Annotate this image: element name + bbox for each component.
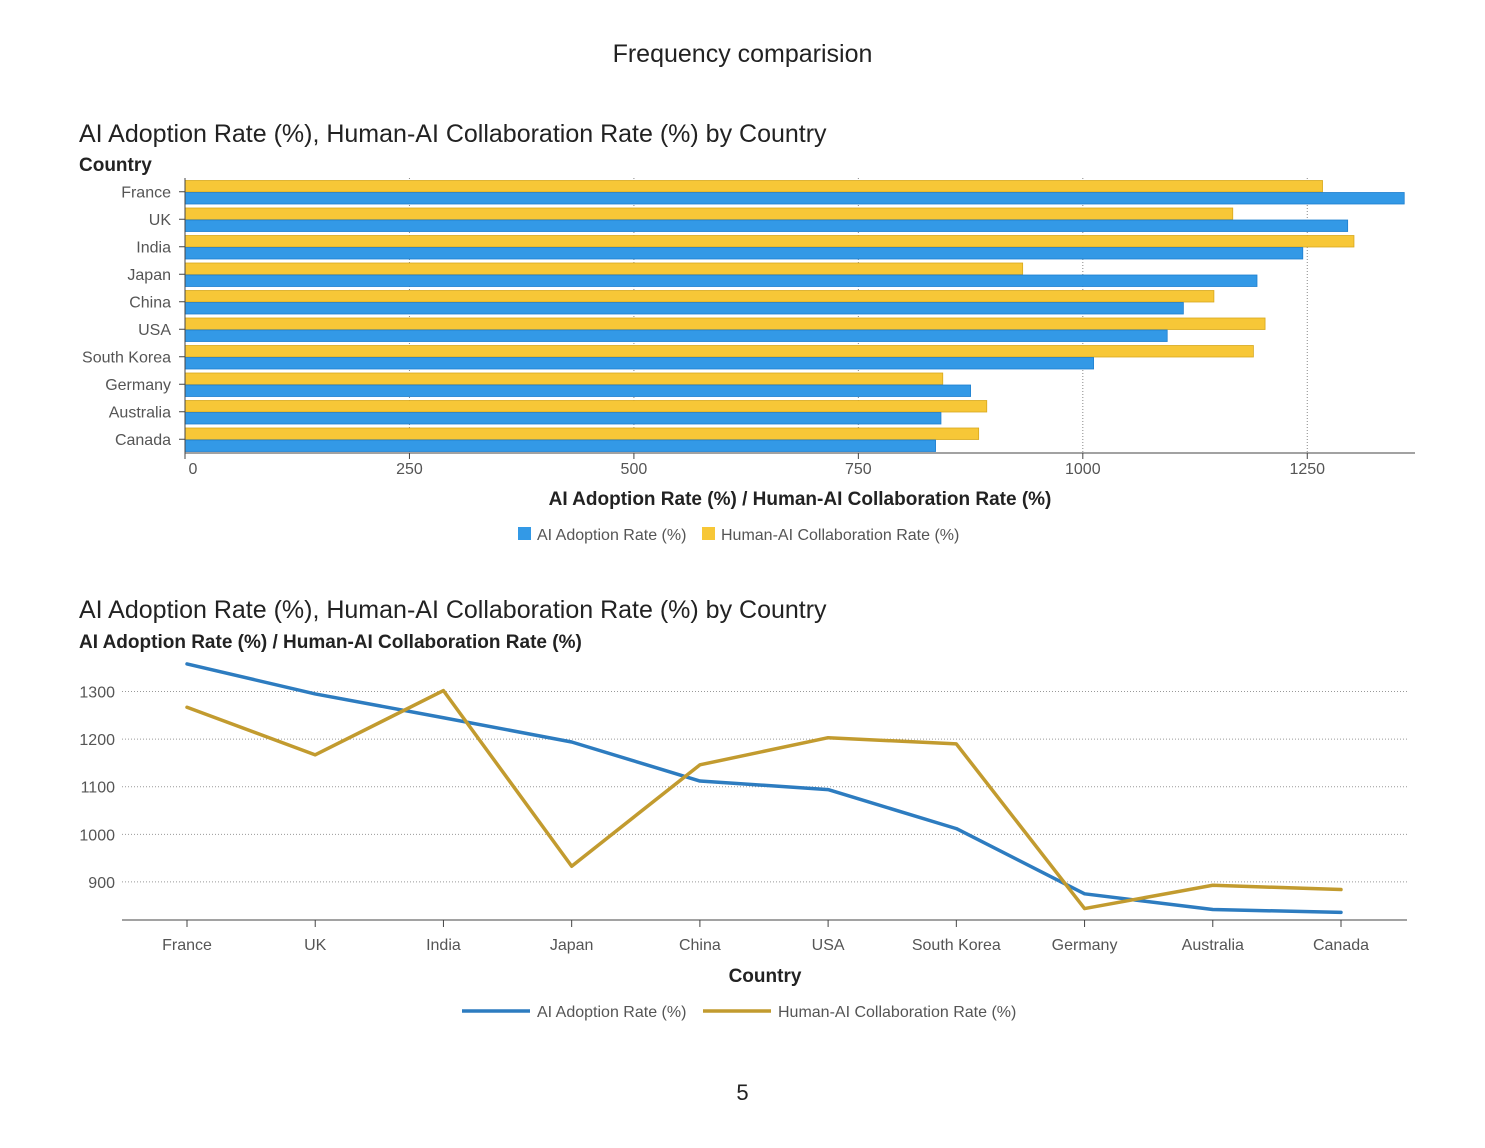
bar-chart-category-axis-label: Country <box>79 155 152 176</box>
y-tick-label: 1300 <box>79 685 115 702</box>
line-series-adoption <box>185 662 1343 915</box>
x-tick-label: 750 <box>845 461 872 478</box>
y-tick-label-france: France <box>121 184 171 201</box>
y-tick-label: 900 <box>88 875 115 892</box>
line-legend: AI Adoption Rate (%) Human-AI Collaborati… <box>462 1004 1016 1021</box>
x-tick-label: 0 <box>189 461 198 478</box>
x-tick-label-japan: Japan <box>550 937 594 954</box>
y-tick-label-uk: UK <box>149 212 172 229</box>
y-tick-label-australia: Australia <box>109 404 171 421</box>
x-tick-label-south-korea: South Korea <box>912 937 1001 954</box>
x-tick-label-china: China <box>679 937 721 954</box>
legend-label-adoption: AI Adoption Rate (%) <box>537 1004 686 1021</box>
x-tick-label-uk: UK <box>304 937 327 954</box>
x-tick-label: 500 <box>621 461 648 478</box>
x-tick-label: 1250 <box>1289 461 1325 478</box>
x-tick-label-usa: USA <box>812 937 845 954</box>
y-tick-label-japan: Japan <box>127 267 171 284</box>
x-tick-label: 1000 <box>1065 461 1101 478</box>
x-tick-label-france: France <box>162 937 212 954</box>
line-series-collab <box>185 688 1343 911</box>
y-tick-label-south-korea: South Korea <box>82 349 171 366</box>
y-tick-label: 1200 <box>79 732 115 749</box>
y-tick-label-usa: USA <box>138 322 171 339</box>
x-tick-label-australia: Australia <box>1182 937 1244 954</box>
legend-swatch-collab <box>702 527 715 540</box>
legend-label-adoption: AI Adoption Rate (%) <box>537 527 686 544</box>
y-tick-label-india: India <box>136 239 171 256</box>
y-tick-label-canada: Canada <box>115 432 171 449</box>
y-tick-label: 1000 <box>79 827 115 844</box>
x-axis-title: Country <box>729 966 802 987</box>
line-chart-value-axis-label: AI Adoption Rate (%) / Human-AI Collabor… <box>79 632 582 653</box>
legend-label-collab: Human-AI Collaboration Rate (%) <box>778 1004 1016 1021</box>
y-tick-label-germany: Germany <box>105 377 171 394</box>
page-title: Frequency comparision <box>612 40 873 68</box>
line-chart-title: AI Adoption Rate (%), Human-AI Collabora… <box>79 596 827 624</box>
bar-legend: AI Adoption Rate (%) Human-AI Collaborati… <box>518 527 959 544</box>
x-tick-label: 250 <box>396 461 423 478</box>
x-tick-label-canada: Canada <box>1313 937 1369 954</box>
x-axis-title: AI Adoption Rate (%) / Human-AI Collabor… <box>549 489 1052 510</box>
x-tick-label-india: India <box>426 937 461 954</box>
page-number: 5 <box>736 1080 749 1105</box>
y-tick-label-china: China <box>129 294 171 311</box>
y-tick-label: 1100 <box>81 780 116 797</box>
legend-swatch-adoption <box>518 527 531 540</box>
legend-label-collab: Human-AI Collaboration Rate (%) <box>721 527 959 544</box>
bar-chart-title: AI Adoption Rate (%), Human-AI Collabora… <box>79 120 827 148</box>
bar-chart: France UK India Japan China USA South Korea Ger… <box>82 178 1415 544</box>
x-tick-label-germany: Germany <box>1052 937 1118 954</box>
